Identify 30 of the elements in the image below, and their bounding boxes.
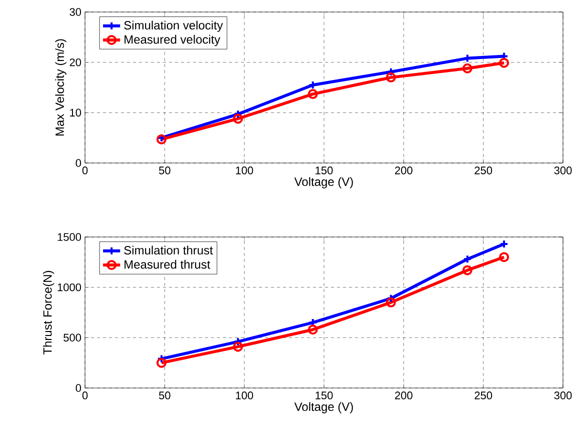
x-tick-label: 100	[236, 392, 254, 400]
y-tick-label: 0	[76, 384, 82, 392]
legend-label: Simulation velocity	[124, 20, 223, 32]
x-tick-label: 150	[316, 392, 333, 400]
y-tick-label: 30	[70, 8, 82, 16]
x-tick-label: 300	[554, 392, 572, 400]
legend-label: Simulation thrust	[124, 246, 213, 255]
x-axis-title: Voltage (V)	[294, 177, 353, 188]
x-tick-label: 250	[474, 392, 492, 400]
legend-label: Measured velocity	[124, 34, 220, 46]
y-tick-label: 1000	[58, 283, 82, 292]
x-tick-label: 150	[316, 166, 333, 174]
y-tick-label: 0	[76, 159, 82, 167]
x-tick-label: 250	[474, 166, 492, 174]
legend-label: Measured thrust	[124, 260, 210, 269]
y-axis-title: Thrust Force(N)	[42, 270, 54, 355]
y-tick-label: 1500	[58, 233, 82, 241]
y-axis-title: Max Velocity (m/s)	[55, 39, 66, 136]
y-tick-label: 500	[64, 334, 82, 342]
x-tick-label: 0	[82, 166, 88, 174]
y-tick-label: 20	[70, 58, 82, 66]
x-tick-label: 50	[158, 166, 170, 174]
x-axis-title: Voltage (V)	[294, 402, 353, 414]
x-tick-label: 200	[395, 166, 412, 174]
x-tick-label: 300	[554, 166, 572, 174]
x-tick-label: 50	[158, 392, 170, 400]
x-tick-label: 100	[236, 166, 254, 174]
y-tick-label: 10	[70, 108, 82, 117]
x-tick-label: 0	[82, 392, 88, 400]
x-tick-label: 200	[395, 392, 412, 400]
